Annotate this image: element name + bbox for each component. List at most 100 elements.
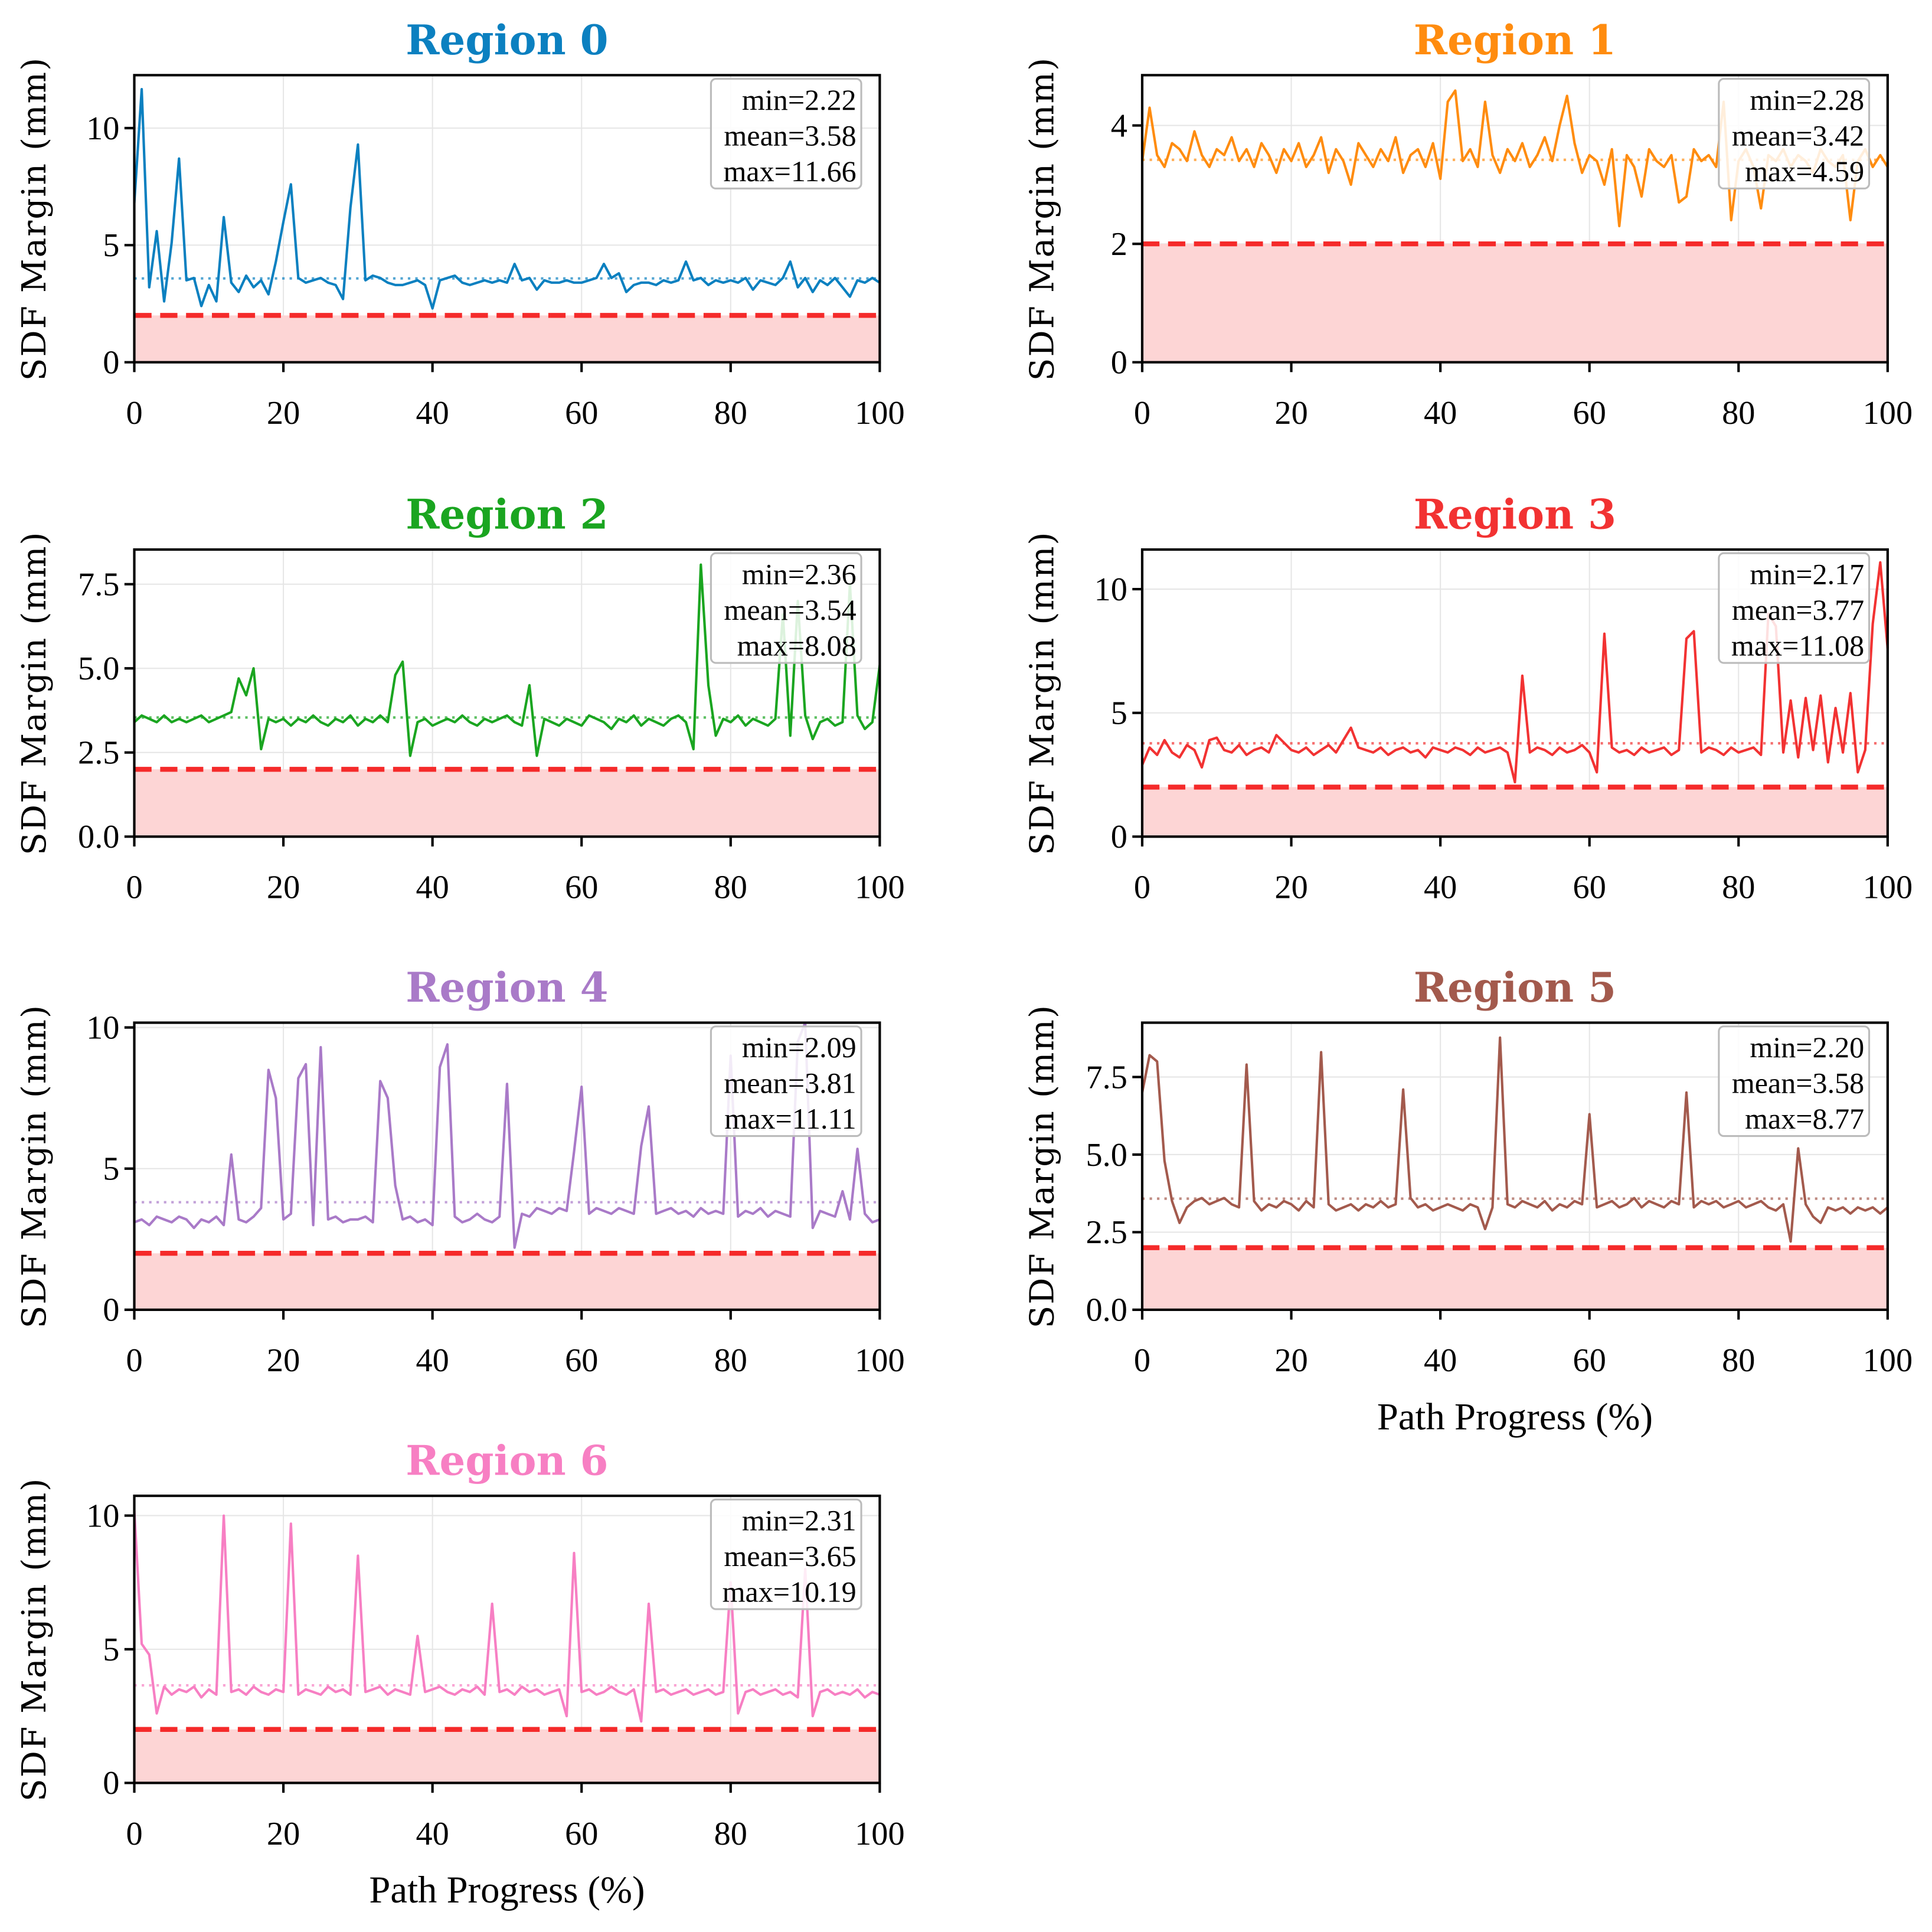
y-tick-label: 5	[103, 227, 119, 264]
subplot-title: Region 2	[406, 491, 608, 538]
stats-box	[710, 552, 862, 664]
x-tick-label: 80	[714, 1342, 747, 1379]
y-tick-label: 0	[103, 344, 119, 381]
x-axis-label: Path Progress (%)	[369, 1868, 645, 1911]
y-tick-label: 2	[1111, 226, 1127, 263]
x-tick-label: 40	[416, 1816, 449, 1852]
stats-text: max=8.08	[737, 629, 857, 662]
unsafe-zone-fill	[1142, 787, 1888, 837]
y-axis-label: SDF Margin (mm)	[15, 1004, 54, 1328]
x-tick-label: 0	[126, 1816, 142, 1852]
stats-text: min=2.36	[742, 557, 857, 590]
x-axis-label: Path Progress (%)	[1377, 1395, 1653, 1437]
x-tick-label: 40	[1424, 395, 1457, 431]
x-tick-label: 80	[714, 395, 747, 431]
x-tick-label: 0	[1134, 395, 1150, 431]
x-tick-label: 60	[1573, 869, 1606, 906]
subplot-title: Region 6	[406, 1437, 608, 1485]
series-line-sdf-margin	[133, 1510, 881, 1723]
stats-text: max=8.77	[1745, 1102, 1864, 1135]
series-line-sdf-margin	[133, 88, 881, 310]
x-tick-label: 20	[267, 1342, 300, 1379]
y-axis-label: SDF Margin (mm)	[1024, 57, 1062, 381]
x-tick-label: 100	[855, 1816, 905, 1852]
subplot-region-2: 0 20 40 60 80 100 0.0 2.5 5.0 7.5 Region 2 SDF Marg…	[15, 491, 904, 905]
stats-text: mean=3.81	[724, 1066, 856, 1099]
y-axis-label: SDF Margin (mm)	[15, 57, 54, 381]
subplot-region-5: 0 20 40 60 80 100 0.0 2.5 5.0 7.5 Region 5 SDF Marg…	[1024, 964, 1913, 1437]
axes-frame	[1140, 74, 1889, 364]
x-tick-label: 100	[855, 395, 905, 431]
x-tick-label: 100	[855, 1342, 905, 1379]
x-tick-label: 20	[1274, 869, 1307, 906]
subplot-title: Region 4	[406, 964, 608, 1012]
y-tick-label: 5.0	[1086, 1137, 1127, 1173]
subplot-region-4: 0 20 40 60 80 100 0 5 10 Region 4 SDF Margin (mm) m…	[15, 964, 904, 1379]
axes-frame	[1140, 548, 1889, 838]
y-tick-label: 10	[86, 110, 119, 147]
stats-text: min=2.22	[742, 83, 857, 116]
series-line-sdf-margin	[1140, 89, 1889, 228]
axes-frame	[1140, 1021, 1889, 1311]
stats-text: max=11.11	[724, 1102, 856, 1135]
y-tick-label: 0	[1111, 344, 1127, 381]
subplot-title: Region 5	[1414, 964, 1616, 1012]
stats-text: min=2.31	[742, 1504, 857, 1537]
stats-box	[1718, 552, 1871, 664]
x-tick-label: 100	[1863, 1342, 1913, 1379]
y-tick-label: 0	[1111, 819, 1127, 855]
stats-box	[710, 1025, 862, 1137]
x-tick-label: 80	[1722, 1342, 1755, 1379]
unsafe-zone-fill	[134, 769, 880, 837]
axes-frame	[133, 74, 881, 364]
x-tick-label: 40	[416, 1342, 449, 1379]
y-tick-label: 0.0	[78, 819, 119, 855]
y-tick-label: 5	[103, 1632, 119, 1668]
x-tick-label: 100	[855, 869, 905, 906]
x-tick-label: 20	[267, 869, 300, 906]
x-tick-label: 0	[1134, 1342, 1150, 1379]
axes-frame	[133, 1021, 881, 1311]
subplot-title: Region 0	[406, 17, 608, 64]
series-line-sdf-margin	[1141, 561, 1889, 784]
series-line-sdf-margin	[133, 1021, 881, 1249]
stats-box	[710, 1498, 862, 1610]
stats-box	[1718, 1025, 1871, 1137]
stats-text: mean=3.77	[1732, 593, 1864, 626]
y-tick-label: 5	[1111, 695, 1127, 731]
x-tick-label: 60	[1573, 1342, 1606, 1379]
subplot-title: Region 1	[1414, 17, 1616, 64]
stats-text: mean=3.58	[1732, 1066, 1864, 1099]
y-tick-label: 2.5	[1086, 1214, 1127, 1251]
x-tick-label: 80	[1722, 395, 1755, 431]
x-tick-label: 60	[1573, 395, 1606, 431]
x-tick-label: 20	[1274, 1342, 1307, 1379]
series-line-sdf-margin	[133, 563, 881, 757]
x-tick-label: 60	[565, 395, 598, 431]
y-tick-label: 7.5	[78, 566, 119, 603]
x-tick-label: 20	[267, 395, 300, 431]
stats-text: mean=3.58	[724, 119, 856, 152]
stats-text: mean=3.65	[724, 1539, 856, 1573]
y-tick-label: 5	[103, 1151, 119, 1188]
y-tick-label: 0	[103, 1765, 119, 1802]
x-tick-label: 60	[565, 1342, 598, 1379]
unsafe-zone-fill	[134, 315, 880, 362]
x-tick-label: 60	[565, 1816, 598, 1852]
y-tick-label: 10	[1094, 571, 1127, 608]
stats-text: min=2.17	[1750, 557, 1864, 590]
x-tick-label: 20	[1274, 395, 1307, 431]
stats-box	[710, 78, 862, 189]
y-tick-label: 2.5	[78, 735, 119, 772]
series-line-sdf-margin	[1140, 1036, 1889, 1243]
x-tick-label: 100	[1863, 395, 1913, 431]
y-tick-label: 4	[1111, 107, 1127, 144]
x-tick-label: 100	[1863, 869, 1913, 906]
x-tick-label: 40	[416, 869, 449, 906]
x-tick-label: 60	[565, 869, 598, 906]
x-tick-label: 20	[267, 1816, 300, 1852]
stats-text: mean=3.42	[1732, 119, 1864, 152]
y-axis-label: SDF Margin (mm)	[15, 1477, 54, 1802]
x-tick-label: 0	[126, 869, 142, 906]
